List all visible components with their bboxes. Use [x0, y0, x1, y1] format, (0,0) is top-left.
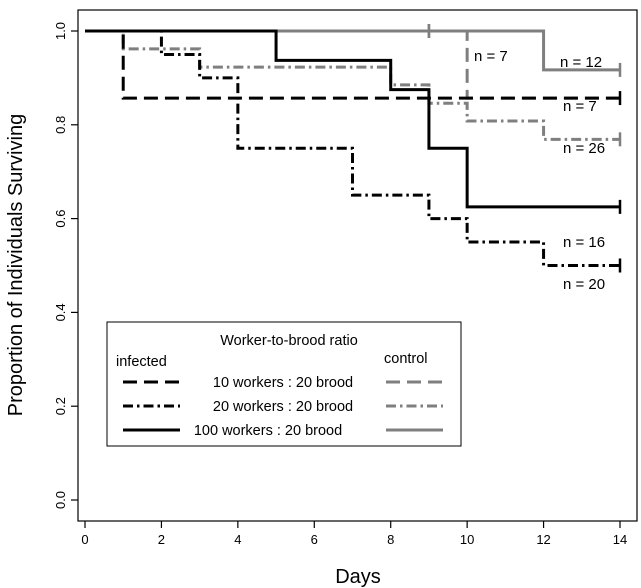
x-tick-label: 12 — [536, 532, 550, 547]
plot-frame — [77, 9, 638, 522]
x-tick-label: 8 — [387, 532, 394, 547]
sample-size-label: n = 12 — [560, 54, 602, 71]
sample-size-label: n = 26 — [563, 140, 605, 157]
legend: Worker-to-brood ratio infected control 1… — [106, 321, 462, 447]
legend-box — [106, 321, 462, 447]
series-line-infected — [85, 29, 620, 209]
series-line-control — [85, 29, 620, 141]
series-line-control — [85, 29, 620, 72]
axis-ticks: 0 2 4 6 8 10 12 14 0.0 0.2 0.4 0.6 0.8 1.0 — [53, 22, 627, 547]
x-tick-label: 2 — [158, 532, 165, 547]
y-tick-label: 0.4 — [53, 303, 68, 321]
legend-left-header: infected — [116, 354, 167, 370]
sample-size-label: n = 7 — [563, 98, 597, 115]
y-axis-title: Proportion of Individuals Surviving — [5, 114, 27, 416]
series-line-control — [85, 29, 620, 100]
x-tick-label: 14 — [613, 532, 627, 547]
y-tick-label: 1.0 — [53, 22, 68, 40]
y-tick-label: 0.8 — [53, 116, 68, 134]
legend-row-label: 10 workers : 20 brood — [213, 375, 353, 391]
x-tick-label: 0 — [81, 532, 88, 547]
legend-right-header: control — [384, 351, 428, 367]
legend-title: Worker-to-brood ratio — [220, 333, 358, 349]
legend-line-samples — [123, 380, 443, 432]
n-label-layer: n = 7 n = 20 n = 16 n = 7 n = 26 n = 12 — [474, 48, 605, 293]
y-tick-label: 0.0 — [53, 491, 68, 509]
x-tick-label: 10 — [460, 532, 474, 547]
x-tick-label: 4 — [234, 532, 241, 547]
sample-size-label: n = 7 — [474, 48, 508, 65]
series-line-infected — [85, 29, 620, 267]
legend-row-label: 100 workers : 20 brood — [194, 423, 342, 439]
x-tick-label: 6 — [311, 532, 318, 547]
sample-size-label: n = 20 — [563, 276, 605, 293]
series-line-infected — [85, 29, 620, 100]
sample-size-label: n = 16 — [563, 234, 605, 251]
x-axis-title: Days — [335, 566, 381, 588]
legend-row-label: 20 workers : 20 brood — [213, 399, 353, 415]
y-tick-label: 0.6 — [53, 210, 68, 228]
y-tick-label: 0.2 — [53, 397, 68, 415]
series-layer — [85, 24, 622, 273]
